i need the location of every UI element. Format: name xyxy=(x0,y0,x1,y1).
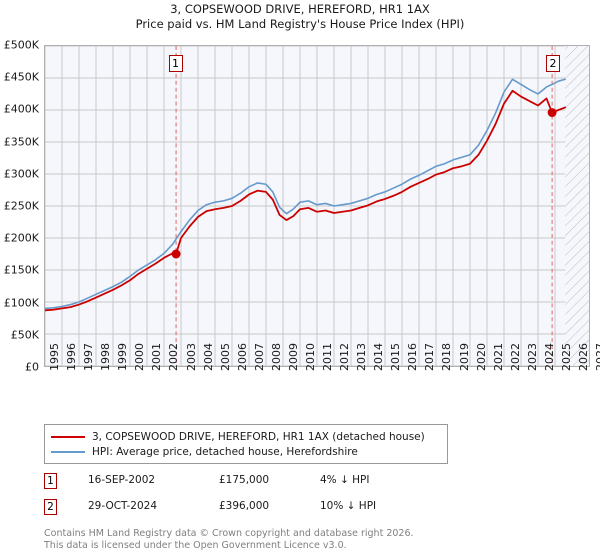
price-paid-line xyxy=(45,89,567,312)
x-axis-tick-label: 1999 xyxy=(116,343,130,371)
x-axis-tick-label: 2015 xyxy=(389,343,403,371)
chart-marker-2[interactable]: 2 xyxy=(545,55,560,72)
x-axis-tick-label: 2003 xyxy=(184,343,198,371)
x-axis-tick-label: 1998 xyxy=(99,343,113,371)
legend-swatch-hpi xyxy=(51,450,85,453)
legend-label-price-paid: 3, COPSEWOOD DRIVE, HEREFORD, HR1 1AX (d… xyxy=(92,430,425,443)
transaction-index-badge: 1 xyxy=(44,473,57,489)
transaction-date: 16-SEP-2002 xyxy=(88,474,156,486)
transaction-hpi-delta: 10% ↓ HPI xyxy=(320,500,377,512)
x-axis-tick-label: 2017 xyxy=(423,343,437,371)
x-axis-tick-label: 2026 xyxy=(576,343,590,371)
transaction-price: £396,000 xyxy=(219,500,270,512)
transaction-index-badge: 2 xyxy=(44,499,57,515)
transaction-hpi-delta: 4% ↓ HPI xyxy=(320,474,370,486)
y-axis-tick-label: £250K xyxy=(3,199,39,213)
y-axis-tick-label: £0 xyxy=(25,360,39,374)
transaction-marker-lines xyxy=(175,46,553,366)
y-axis-tick-label: £200K xyxy=(3,231,39,245)
table-row: 1 16-SEP-2002 £175,000 4% ↓ HPI xyxy=(44,472,464,498)
transaction-date: 29-OCT-2024 xyxy=(88,500,157,512)
x-axis-tick-label: 2021 xyxy=(491,343,505,371)
y-axis-tick-label: £450K xyxy=(3,70,39,84)
x-axis-tick-label: 1996 xyxy=(65,343,79,371)
y-axis-tick-label: £400K xyxy=(3,102,39,116)
x-axis-tick-label: 2020 xyxy=(474,343,488,371)
hpi-line xyxy=(45,78,566,310)
x-axis-tick-label: 2023 xyxy=(525,343,539,371)
x-axis-tick-label: 1997 xyxy=(82,343,96,371)
x-axis-tick-label: 2009 xyxy=(286,343,300,371)
x-axis-tick-label: 2010 xyxy=(303,343,317,371)
x-axis-tick-label: 2018 xyxy=(440,343,454,371)
x-axis-tick-label: 2011 xyxy=(321,343,334,371)
transactions-table: 1 16-SEP-2002 £175,000 4% ↓ HPI 2 29-OCT… xyxy=(44,472,464,524)
x-axis-tick-label: 2008 xyxy=(269,343,283,371)
x-axis-tick-label: 2001 xyxy=(150,343,164,371)
x-axis-tick-label: 2013 xyxy=(355,343,369,371)
table-row: 2 29-OCT-2024 £396,000 10% ↓ HPI xyxy=(44,498,464,524)
x-axis-tick-label: 2005 xyxy=(218,343,232,371)
x-axis-tick-label: 2012 xyxy=(338,343,352,371)
attribution-footer: Contains HM Land Registry data © Crown c… xyxy=(44,528,564,551)
legend-item-hpi: HPI: Average price, detached house, Here… xyxy=(51,444,441,459)
chart-plot-area xyxy=(44,45,590,367)
y-axis-tick-label: £300K xyxy=(3,167,39,181)
y-axis-tick-label: £100K xyxy=(3,296,39,310)
legend-item-price-paid: 3, COPSEWOOD DRIVE, HEREFORD, HR1 1AX (d… xyxy=(51,429,441,444)
chart-marker-1[interactable]: 1 xyxy=(168,55,183,72)
y-axis-tick-label: £150K xyxy=(3,263,39,277)
x-axis-tick-label: 2006 xyxy=(235,343,249,371)
legend-swatch-price-paid xyxy=(51,435,85,438)
title-line-1: 3, COPSEWOOD DRIVE, HEREFORD, HR1 1AX xyxy=(170,2,430,16)
transaction-dots xyxy=(171,108,557,259)
x-axis-tick-label: 2016 xyxy=(406,343,420,371)
x-axis-tick-label: 2004 xyxy=(201,343,215,371)
x-axis-tick-label: 2000 xyxy=(133,343,147,371)
page-title: 3, COPSEWOOD DRIVE, HEREFORD, HR1 1AX Pr… xyxy=(0,2,600,32)
y-axis: £0 £50K £100K £150K £200K £250K £300K £350K £400… xyxy=(0,0,44,560)
x-axis-tick-label: 2027 xyxy=(594,343,600,371)
x-axis-tick-label: 2022 xyxy=(508,343,522,371)
y-axis-tick-label: £50K xyxy=(10,328,39,342)
chart-svg xyxy=(45,46,589,366)
x-axis-tick-label: 2019 xyxy=(457,343,471,371)
y-axis-tick-label: £500K xyxy=(3,38,39,52)
footer-line-1: Contains HM Land Registry data © Crown c… xyxy=(44,528,414,539)
transaction-price: £175,000 xyxy=(219,474,270,486)
footer-line-2: This data is licensed under the Open Gov… xyxy=(44,539,347,551)
y-axis-tick-label: £350K xyxy=(3,135,39,149)
forecast-hatch-region xyxy=(565,46,589,366)
legend-label-hpi: HPI: Average price, detached house, Here… xyxy=(92,445,358,458)
x-axis-tick-label: 2007 xyxy=(252,343,266,371)
x-axis-tick-label: 2025 xyxy=(559,343,573,371)
chart-legend: 3, COPSEWOOD DRIVE, HEREFORD, HR1 1AX (d… xyxy=(44,424,448,464)
x-axis-tick-label: 1995 xyxy=(48,343,61,371)
x-axis-tick-label: 2024 xyxy=(542,343,556,371)
x-axis-tick-label: 2014 xyxy=(372,343,386,371)
x-axis-tick-label: 2002 xyxy=(167,343,181,371)
title-line-2: Price paid vs. HM Land Registry's House … xyxy=(135,17,465,31)
